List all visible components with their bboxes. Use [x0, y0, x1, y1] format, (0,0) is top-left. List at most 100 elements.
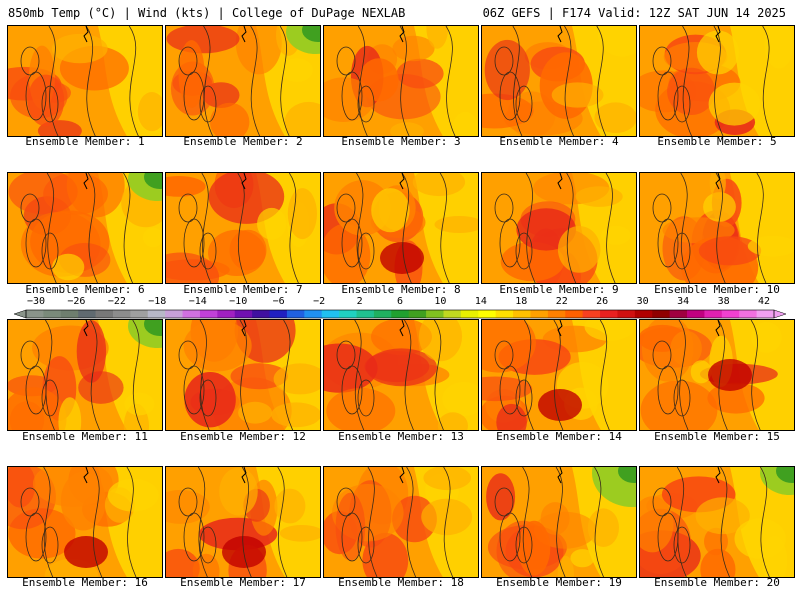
temperature-field	[166, 173, 320, 283]
colorbar-tick-label: 10	[434, 296, 447, 307]
colorbar-swatch	[426, 310, 444, 318]
colorbar-swatch	[617, 310, 636, 318]
colorbar-swatch	[339, 310, 358, 318]
colorbar-tick-label: 30	[636, 296, 649, 307]
ensemble-member-label: Ensemble Member: 13	[338, 430, 464, 443]
colorbar-swatch	[165, 310, 184, 318]
ensemble-member-map	[165, 172, 321, 284]
ensemble-member-label: Ensemble Member: 18	[338, 576, 464, 589]
ensemble-member-label: Ensemble Member: 12	[180, 430, 306, 443]
colorbar-max-arrow	[773, 309, 786, 319]
colorbar-swatch	[217, 310, 236, 318]
ensemble-member-map	[323, 466, 479, 578]
ensemble-member-label: Ensemble Member: 16	[22, 576, 148, 589]
colorbar-swatch	[652, 310, 671, 318]
colorbar-swatch	[634, 310, 653, 318]
colorbar-swatch	[391, 310, 410, 318]
ensemble-member-label: Ensemble Member: 20	[654, 576, 780, 589]
temperature-field	[482, 173, 636, 283]
colorbar-swatch	[199, 310, 218, 318]
temperature-field	[482, 26, 636, 136]
colorbar-swatch	[408, 310, 427, 318]
colorbar-tick-label: −26	[67, 296, 86, 307]
ensemble-member-map	[481, 319, 637, 431]
colorbar-swatch	[582, 310, 601, 318]
ensemble-member-map	[165, 466, 321, 578]
colorbar-tick-label: 18	[515, 296, 528, 307]
ensemble-member-map	[639, 25, 795, 137]
colorbar-swatch	[269, 310, 288, 318]
colorbar-swatch	[286, 310, 305, 318]
colorbar-swatch	[130, 310, 149, 318]
ensemble-member-label: Ensemble Member: 2	[183, 135, 303, 148]
temperature-field	[640, 173, 794, 283]
colorbar-swatch	[147, 310, 166, 318]
colorbar-swatch	[530, 310, 549, 318]
ensemble-member-map	[7, 466, 163, 578]
colorbar-tick-label: −18	[148, 296, 167, 307]
ensemble-member-map	[481, 172, 637, 284]
ensemble-member-label: Ensemble Member: 5	[657, 135, 777, 148]
ensemble-member-map	[481, 466, 637, 578]
colorbar-tick-label: −6	[272, 296, 285, 307]
colorbar-swatch	[252, 310, 271, 318]
ensemble-member-map	[323, 319, 479, 431]
colorbar-tick-label: 34	[677, 296, 690, 307]
colorbar-swatch	[513, 310, 531, 318]
colorbar-swatch	[78, 310, 97, 318]
map-title: 850mb Temp (°C) | Wind (kts) | College o…	[8, 6, 406, 20]
ensemble-member-map	[639, 172, 795, 284]
colorbar-swatch	[687, 310, 705, 318]
colorbar-tick-label: −22	[107, 296, 126, 307]
ensemble-member-map	[639, 319, 795, 431]
colorbar-tick-label: 22	[555, 296, 568, 307]
ensemble-member-map	[481, 25, 637, 137]
colorbar-tick-label: −10	[229, 296, 248, 307]
ensemble-member-label: Ensemble Member: 4	[499, 135, 619, 148]
temperature-field	[166, 26, 320, 136]
colorbar-swatch	[95, 310, 114, 318]
ensemble-member-label: Ensemble Member: 14	[496, 430, 622, 443]
colorbar-tick-label: −14	[188, 296, 207, 307]
ensemble-member-map	[165, 25, 321, 137]
colorbar-swatch	[460, 310, 479, 318]
temperature-field	[8, 467, 162, 577]
ensemble-member-map	[639, 466, 795, 578]
colorbar-tick-label: 42	[757, 296, 771, 307]
temperature-field	[482, 467, 636, 577]
temperature-colorbar	[14, 309, 786, 319]
ensemble-member-label: Ensemble Member: 6	[25, 283, 145, 296]
colorbar-swatch	[756, 310, 775, 318]
colorbar-tick-label: 26	[596, 296, 609, 307]
ensemble-member-label: Ensemble Member: 3	[341, 135, 461, 148]
temperature-field	[640, 320, 794, 430]
temperature-field	[482, 320, 636, 430]
ensemble-member-map	[165, 319, 321, 431]
temperature-field	[640, 467, 794, 577]
ensemble-member-label: Ensemble Member: 19	[496, 576, 622, 589]
temperature-field	[324, 173, 478, 283]
colorbar-min-arrow	[14, 309, 27, 319]
ensemble-member-label: Ensemble Member: 11	[22, 430, 148, 443]
colorbar-swatch	[565, 310, 584, 318]
temperature-field	[8, 320, 162, 430]
ensemble-member-label: Ensemble Member: 7	[183, 283, 303, 296]
colorbar-tick-label: 2	[356, 296, 363, 307]
colorbar-swatch	[495, 310, 514, 318]
colorbar-swatch	[704, 310, 723, 318]
colorbar-swatch	[26, 310, 44, 318]
colorbar-swatch	[721, 310, 740, 318]
ensemble-member-map	[7, 25, 163, 137]
colorbar-swatch	[356, 310, 375, 318]
colorbar-swatch	[373, 310, 392, 318]
ensemble-member-map	[7, 172, 163, 284]
ensemble-member-label: Ensemble Member: 8	[341, 283, 461, 296]
temperature-field	[8, 173, 162, 283]
ensemble-member-map	[323, 25, 479, 137]
ensemble-member-label: Ensemble Member: 17	[180, 576, 306, 589]
colorbar-swatch	[321, 310, 340, 318]
temperature-field	[324, 467, 478, 577]
colorbar-tick-label: −30	[26, 296, 46, 307]
ensemble-member-map	[323, 172, 479, 284]
colorbar-swatch	[234, 310, 253, 318]
